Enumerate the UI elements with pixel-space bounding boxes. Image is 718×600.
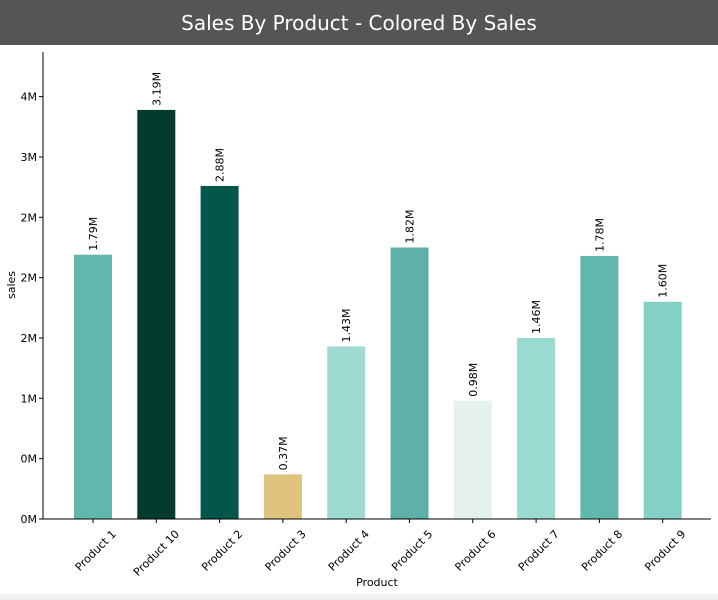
bar bbox=[327, 346, 366, 519]
bar bbox=[517, 337, 556, 519]
bar-value-label: 1.46M bbox=[530, 300, 543, 334]
bar-value-label: 0.37M bbox=[277, 436, 290, 470]
chart-title: Sales By Product - Colored By Sales bbox=[181, 10, 537, 35]
bar bbox=[200, 185, 239, 519]
bar-value-label: 1.60M bbox=[657, 264, 670, 298]
bar-value-label: 1.82M bbox=[404, 210, 417, 244]
y-tick-label: 2M bbox=[21, 211, 38, 224]
bar-value-label: 1.78M bbox=[593, 218, 606, 252]
x-axis-title: Product bbox=[356, 576, 398, 589]
bar-value-label: 3.19M bbox=[150, 72, 163, 106]
bottom-strip bbox=[0, 594, 718, 600]
y-tick-label: 2M bbox=[21, 332, 38, 345]
x-tick-label: Product 2 bbox=[199, 528, 245, 574]
y-tick-label: 4M bbox=[21, 91, 38, 104]
bar-value-label: 2.88M bbox=[214, 148, 227, 182]
bar bbox=[74, 254, 112, 519]
x-tick-label: Product 1 bbox=[73, 528, 119, 574]
bar-value-label: 0.98M bbox=[467, 363, 480, 397]
y-axis-title: sales bbox=[5, 271, 18, 299]
y-tick-label: 3M bbox=[21, 151, 38, 164]
bar bbox=[643, 301, 682, 519]
bar bbox=[137, 109, 176, 519]
x-tick-label: Product 10 bbox=[131, 528, 182, 579]
x-tick-label: Product 3 bbox=[263, 528, 309, 574]
bar bbox=[263, 474, 302, 519]
bar-value-label: 1.79M bbox=[87, 217, 100, 251]
y-tick-label: 1M bbox=[21, 392, 38, 405]
y-tick-label: 2M bbox=[21, 272, 38, 285]
title-bar: Sales By Product - Colored By Sales bbox=[0, 0, 718, 45]
x-tick-label: Product 9 bbox=[642, 528, 688, 574]
x-tick-label: Product 7 bbox=[516, 528, 562, 574]
bar-value-label: 1.43M bbox=[340, 308, 353, 342]
y-tick-label: 0M bbox=[21, 453, 38, 466]
bar bbox=[390, 247, 429, 519]
x-tick-label: Product 5 bbox=[389, 528, 435, 574]
x-tick-label: Product 6 bbox=[452, 528, 498, 574]
x-tick-label: Product 4 bbox=[326, 528, 372, 574]
bar bbox=[580, 255, 619, 519]
y-tick-label: 0M bbox=[21, 513, 38, 526]
bar bbox=[453, 400, 492, 519]
x-tick-label: Product 8 bbox=[579, 528, 625, 574]
